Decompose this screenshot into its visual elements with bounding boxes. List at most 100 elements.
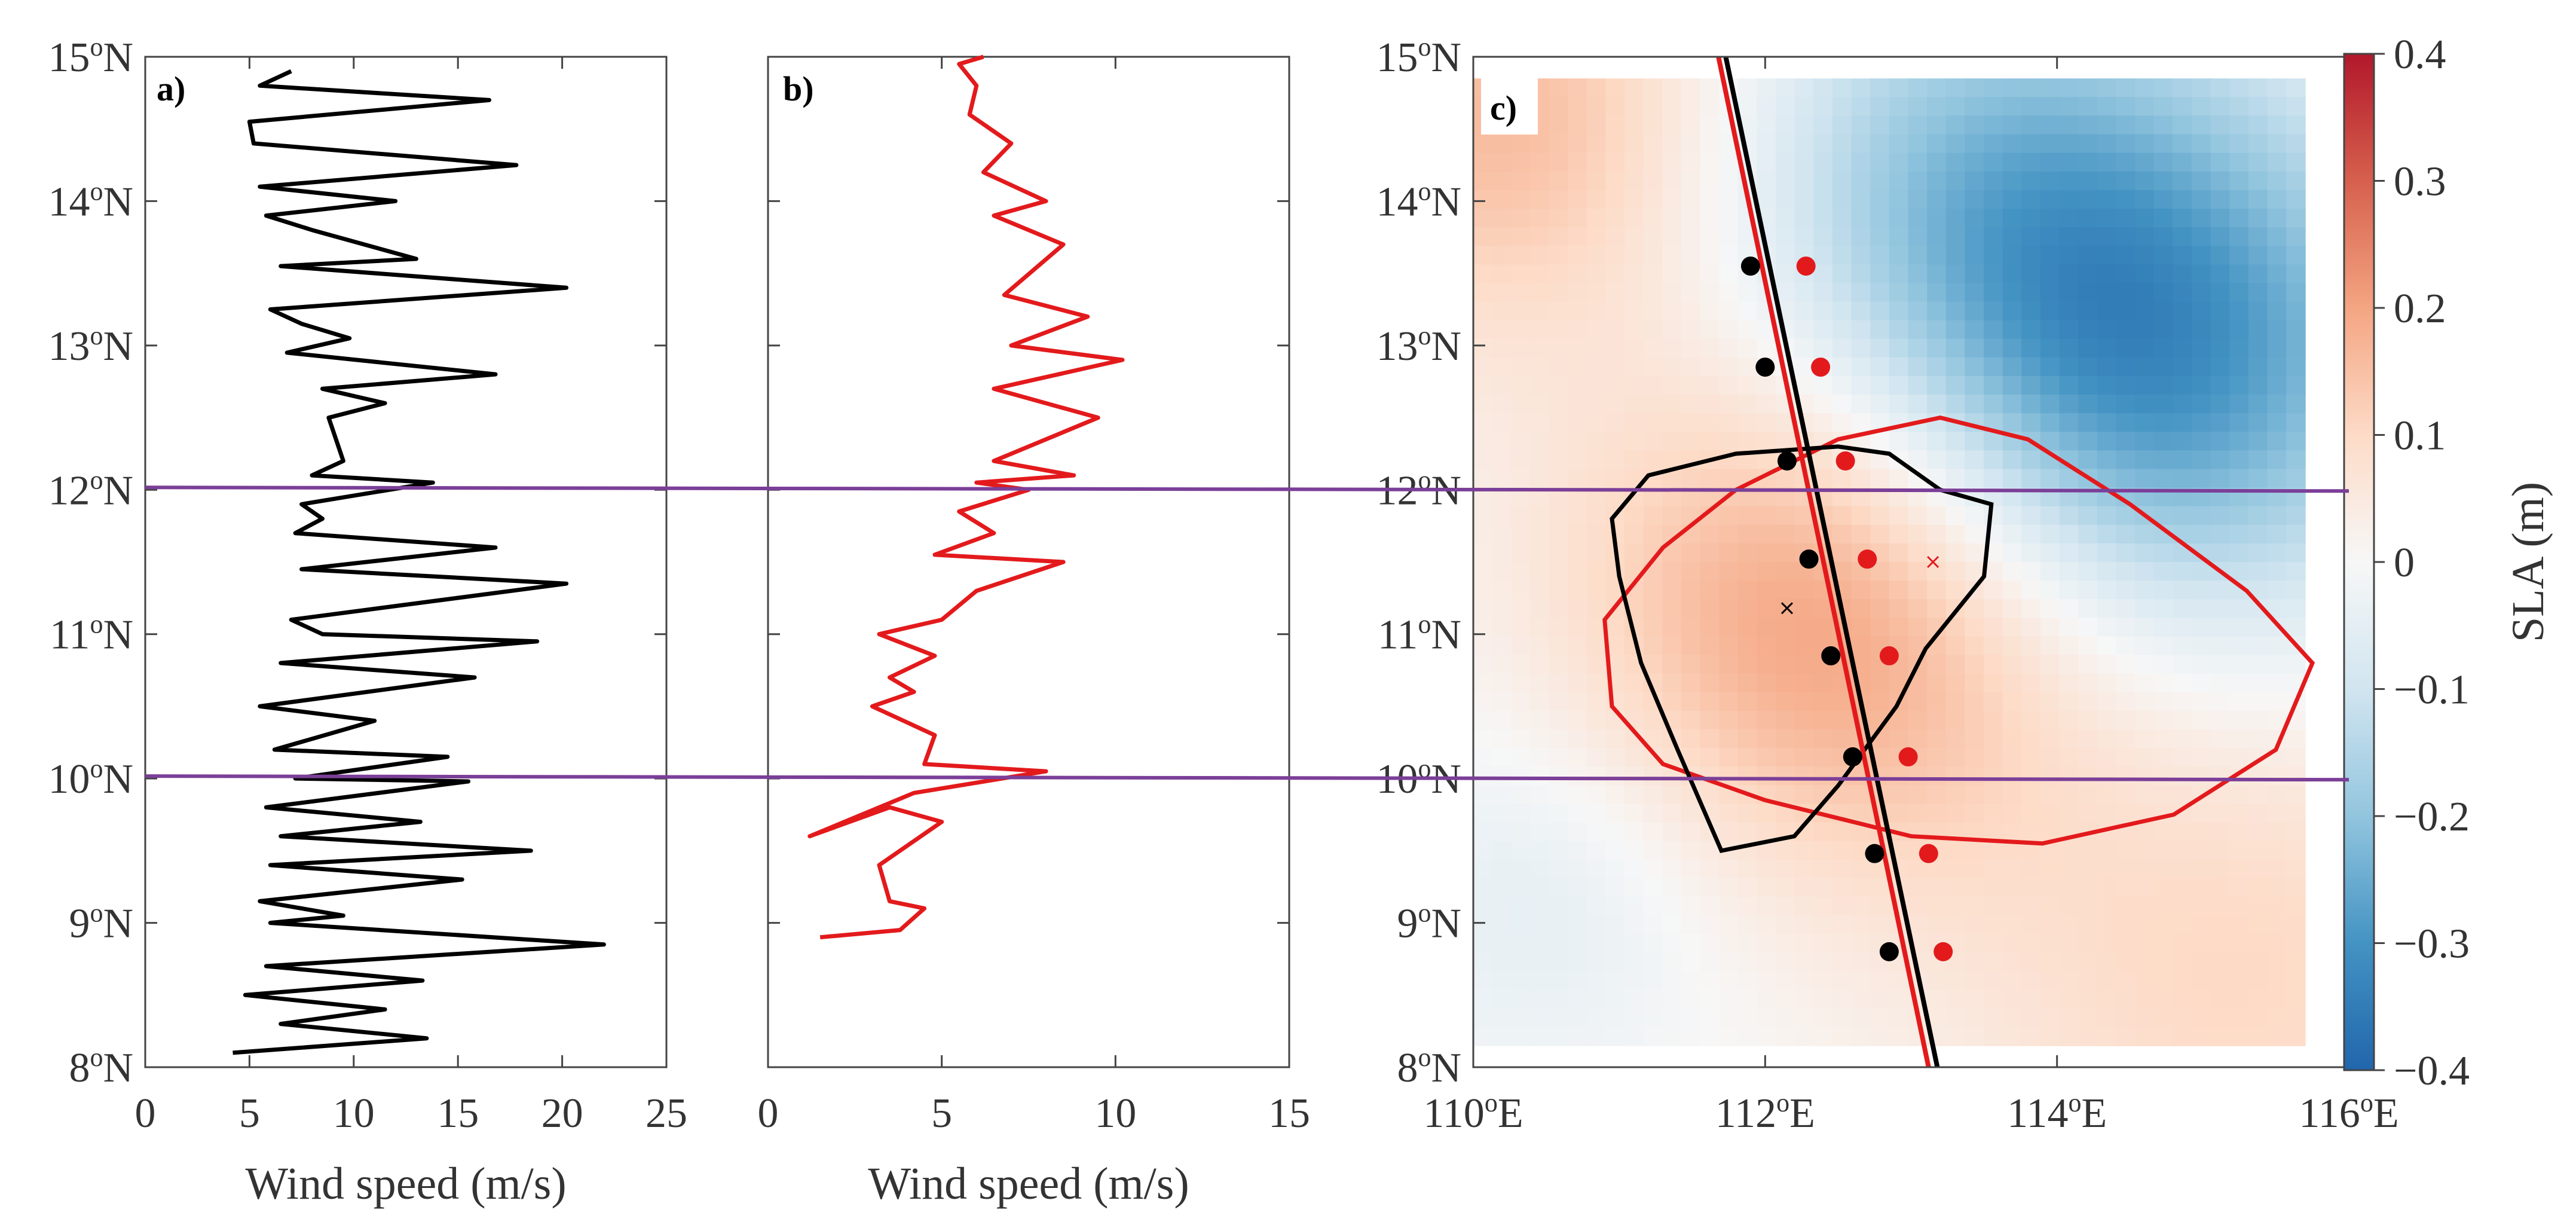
sla-cell (2153, 915, 2174, 935)
sla-cell (1681, 896, 1701, 916)
sla-cell (1719, 283, 1739, 303)
sla-cell (1945, 581, 1966, 600)
sla-cell (2135, 915, 2155, 935)
sla-cell (1719, 562, 1739, 582)
sla-cell (2153, 97, 2174, 117)
sla-cell (2153, 301, 2174, 321)
sla-cell (1529, 822, 1550, 842)
sla-cell (1776, 952, 1795, 972)
sla-cell (2153, 1008, 2174, 1028)
sla-cell (2021, 729, 2041, 749)
sla-cell (1945, 134, 1966, 154)
sla-cell (1643, 952, 1663, 972)
sla-cell (2097, 97, 2117, 117)
sla-cell (1851, 357, 1871, 377)
sla-cell (1813, 673, 1833, 693)
sla-cell (1643, 190, 1663, 209)
sla-cell (1757, 115, 1777, 135)
sla-cell (1529, 1008, 1550, 1028)
sla-cell (1776, 618, 1795, 637)
sla-cell (2286, 506, 2306, 526)
sla-cell (1511, 395, 1531, 414)
sla-cell (2002, 804, 2023, 823)
sla-cell (1889, 729, 1909, 749)
sla-cell (2059, 320, 2079, 340)
sla-cell (1586, 599, 1607, 619)
sla-cell (1889, 989, 1909, 1009)
sla-cell (1870, 878, 1890, 897)
sla-cell (1549, 915, 1569, 935)
sla-cell (2267, 952, 2287, 972)
sla-cell (1908, 729, 1928, 749)
sla-cell (1511, 524, 1531, 544)
sla-cell (2059, 115, 2079, 135)
sla-cell (2040, 878, 2060, 897)
sla-cell (1927, 896, 1947, 916)
sla-cell (1965, 636, 1984, 656)
sla-cell (2097, 134, 2117, 154)
sla-cell (2267, 506, 2287, 526)
sla-cell (2267, 97, 2287, 117)
panel-b-xlabel: Wind speed (m/s) (868, 1159, 1189, 1209)
sla-cell (1719, 859, 1739, 879)
sla-cell (1549, 1027, 1569, 1046)
sla-cell (1605, 115, 1625, 135)
sla-cell (1643, 395, 1663, 414)
sla-cell (2192, 581, 2211, 600)
sla-cell (2153, 246, 2174, 265)
sla-cell (2116, 729, 2136, 749)
sla-cell (1984, 190, 2003, 209)
sla-cell (1568, 859, 1587, 879)
sla-cell (2002, 375, 2023, 395)
sla-cell (2210, 209, 2231, 228)
sla-cell (1965, 171, 1984, 191)
sla-cell (2078, 934, 2098, 954)
sla-cell (1700, 599, 1720, 619)
sla-cell (1643, 171, 1663, 191)
sla-cell (1908, 915, 1928, 935)
sla-cell (1568, 618, 1587, 637)
sla-cell (1984, 152, 2003, 172)
sla-cell (2040, 395, 2060, 414)
sla-cell (1549, 301, 1569, 321)
sla-cell (2267, 896, 2287, 916)
sla-cell (1586, 841, 1607, 860)
sla-cell (1492, 971, 1512, 991)
sla-cell (1511, 301, 1531, 321)
sla-cell (2135, 413, 2155, 433)
sla-cell (2059, 748, 2079, 768)
sla-cell (2040, 896, 2060, 916)
sla-cell (1511, 971, 1531, 991)
sla-cell (2286, 896, 2306, 916)
sla-cell (1908, 859, 1928, 879)
sla-cell (1529, 971, 1550, 991)
sla-cell (1586, 338, 1607, 358)
sla-cell (1549, 395, 1569, 414)
sla-cell (1737, 413, 1758, 433)
sla-cell (1473, 841, 1493, 860)
sla-cell (1889, 543, 1909, 563)
sla-cell (1586, 766, 1607, 786)
sla-cell (1586, 543, 1607, 563)
sla-cell (2286, 301, 2306, 321)
sla-cell (1473, 320, 1493, 340)
sla-cell (2229, 785, 2249, 805)
sla-cell (2248, 766, 2268, 786)
sla-cell (1643, 115, 1663, 135)
sla-cell (2248, 655, 2268, 674)
sla-cell (1605, 432, 1625, 451)
sla-cell (2078, 171, 2098, 191)
sla-cell (1549, 934, 1569, 954)
sla-cell (1700, 97, 1720, 117)
sla-cell (1984, 450, 2003, 470)
panel-c-xtick-label: 110oE (1423, 1088, 1523, 1137)
sla-cell (2153, 636, 2174, 656)
panel-c-xtick-label: 116oE (2299, 1088, 2398, 1137)
sla-cell (2173, 78, 2192, 98)
sla-cell (1776, 971, 1795, 991)
sla-cell (1927, 506, 1947, 526)
sla-cell (2116, 97, 2136, 117)
sla-cell (2116, 134, 2136, 154)
sla-cell (1851, 989, 1871, 1009)
sla-cell (2040, 655, 2060, 674)
